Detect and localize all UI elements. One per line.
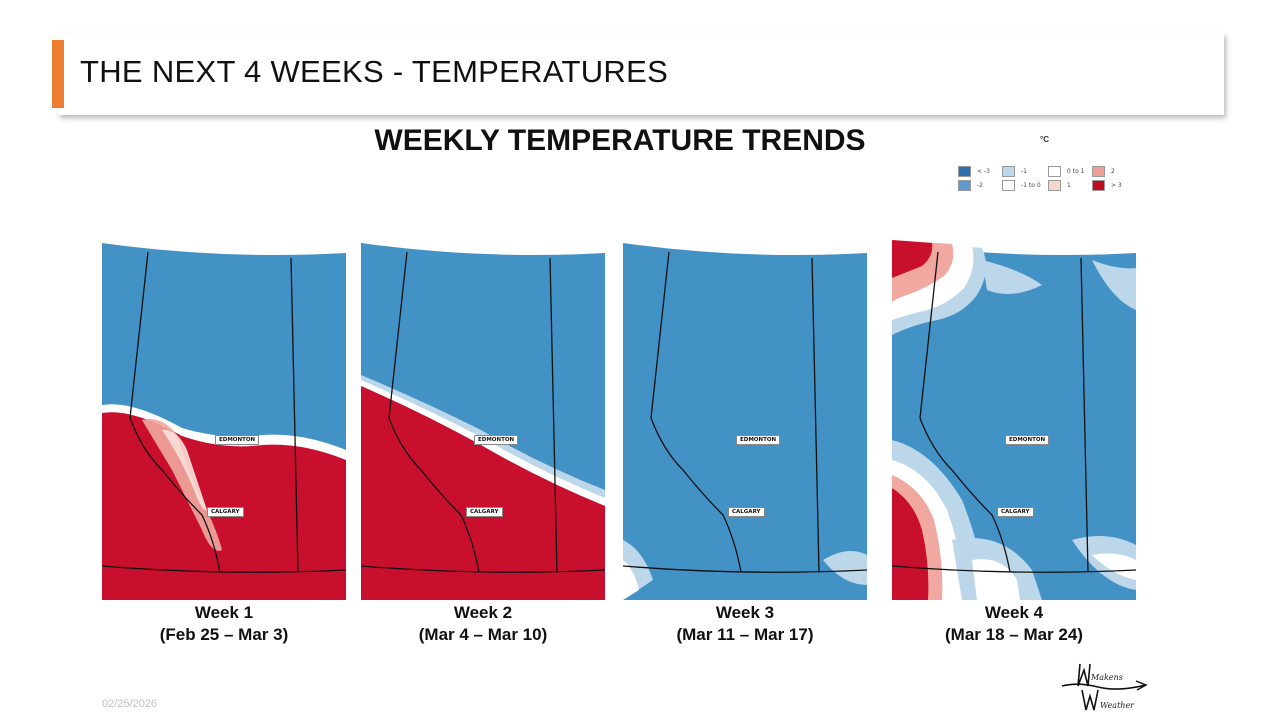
legend-label: 0 to 1: [1067, 168, 1085, 175]
week-dates: (Mar 4 – Mar 10): [418, 625, 548, 644]
week3-map-image: [623, 240, 867, 600]
city-label-edmonton: EDMONTON: [474, 435, 519, 445]
week-label: Week 4: [984, 603, 1044, 622]
week1-map-image: [102, 240, 346, 600]
legend-label: < -3: [977, 168, 990, 175]
legend-label: -1: [1021, 168, 1027, 175]
chart-heading: WEEKLY TEMPERATURE TRENDS: [374, 124, 866, 157]
legend-label: > 3: [1111, 182, 1122, 189]
legend-swatch: [1048, 166, 1061, 177]
city-label-calgary: CALGARY: [207, 507, 244, 517]
footer-date: 02/25/2026: [102, 698, 158, 710]
logo-line2: Weather: [1100, 701, 1135, 710]
legend-swatch: [958, 180, 971, 191]
legend-label: -2: [977, 182, 983, 189]
week-dates: (Mar 18 – Mar 24): [945, 625, 1083, 644]
week1-map: EDMONTON CALGARY: [102, 240, 346, 600]
title-bar: [58, 33, 1224, 115]
city-label-calgary: CALGARY: [728, 507, 765, 517]
week4-caption: Week 4 (Mar 18 – Mar 24): [892, 602, 1136, 646]
week2-map-image: [361, 240, 605, 600]
logo-line1: Makens: [1090, 673, 1123, 682]
logo-mark: Makens Weather: [1061, 663, 1148, 711]
temperature-legend: °C < -3 -2 -1 -1 to 0 0 to 1 1 2 > 3: [958, 135, 1128, 195]
city-label-calgary: CALGARY: [997, 507, 1034, 517]
week-label: Week 2: [453, 603, 513, 622]
week2-caption: Week 2 (Mar 4 – Mar 10): [361, 602, 605, 646]
legend-swatch: [1092, 166, 1105, 177]
legend-unit: °C: [1040, 135, 1049, 144]
city-label-calgary: CALGARY: [466, 507, 503, 517]
week4-map: EDMONTON CALGARY: [892, 240, 1136, 600]
week3-caption: Week 3 (Mar 11 – Mar 17): [623, 602, 867, 646]
week-label: Week 1: [194, 603, 254, 622]
week-label: Week 3: [715, 603, 775, 622]
title-accent-bar: [52, 40, 64, 108]
legend-swatch: [1048, 180, 1061, 191]
legend-swatch: [1002, 166, 1015, 177]
week-dates: (Mar 11 – Mar 17): [676, 625, 814, 644]
week3-map: EDMONTON CALGARY: [623, 240, 867, 600]
week2-map: EDMONTON CALGARY: [361, 240, 605, 600]
legend-swatch: [1092, 180, 1105, 191]
legend-label: -1 to 0: [1021, 182, 1041, 189]
legend-label: 2: [1111, 168, 1115, 175]
city-label-edmonton: EDMONTON: [1005, 435, 1050, 445]
week1-caption: Week 1 (Feb 25 – Mar 3): [102, 602, 346, 646]
legend-swatch: [1002, 180, 1015, 191]
legend-label: 1: [1067, 182, 1071, 189]
week4-map-image: [892, 240, 1136, 600]
week-dates: (Feb 25 – Mar 3): [159, 625, 289, 644]
city-label-edmonton: EDMONTON: [736, 435, 781, 445]
slide-title: THE NEXT 4 WEEKS - TEMPERATURES: [80, 54, 669, 89]
city-label-edmonton: EDMONTON: [215, 435, 260, 445]
makens-weather-logo: Makens Weather: [1058, 660, 1150, 714]
legend-swatch: [958, 166, 971, 177]
